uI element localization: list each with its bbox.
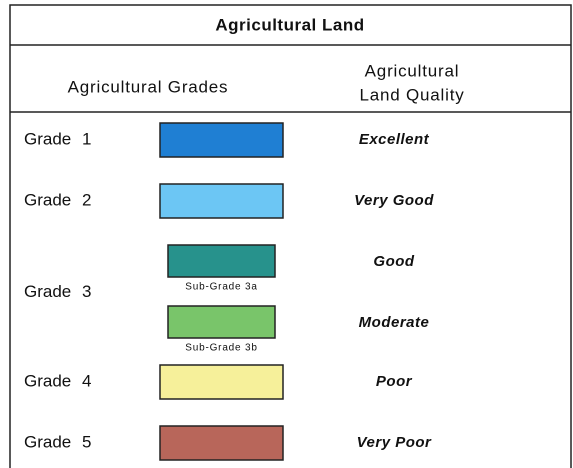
grade-label: Grade 5	[24, 432, 91, 451]
grade-label: Grade 2	[24, 190, 91, 209]
title: Agricultural Land	[215, 15, 364, 34]
quality-label: Excellent	[359, 131, 430, 148]
column-header: Agricultural	[365, 61, 460, 80]
color-swatch	[159, 425, 284, 461]
sub-grade-label: Sub-Grade 3b	[185, 343, 257, 354]
sub-grade-label: Sub-Grade 3a	[185, 282, 257, 293]
color-swatch	[167, 305, 276, 339]
grade-label: Grade 1	[24, 129, 91, 148]
color-swatch	[159, 364, 284, 400]
quality-label: Moderate	[359, 314, 430, 331]
grade-label: Grade 4	[24, 371, 91, 390]
quality-label: Poor	[376, 373, 413, 390]
column-header: Agricultural Grades	[68, 77, 229, 96]
quality-label: Very Poor	[357, 434, 432, 451]
color-swatch	[159, 122, 284, 158]
color-swatch	[167, 244, 276, 278]
column-header: Land Quality	[359, 85, 464, 104]
quality-label: Very Good	[354, 192, 434, 209]
frame	[9, 4, 572, 468]
color-swatch	[159, 183, 284, 219]
grade-label: Grade 3	[24, 282, 91, 301]
quality-label: Good	[373, 253, 414, 270]
